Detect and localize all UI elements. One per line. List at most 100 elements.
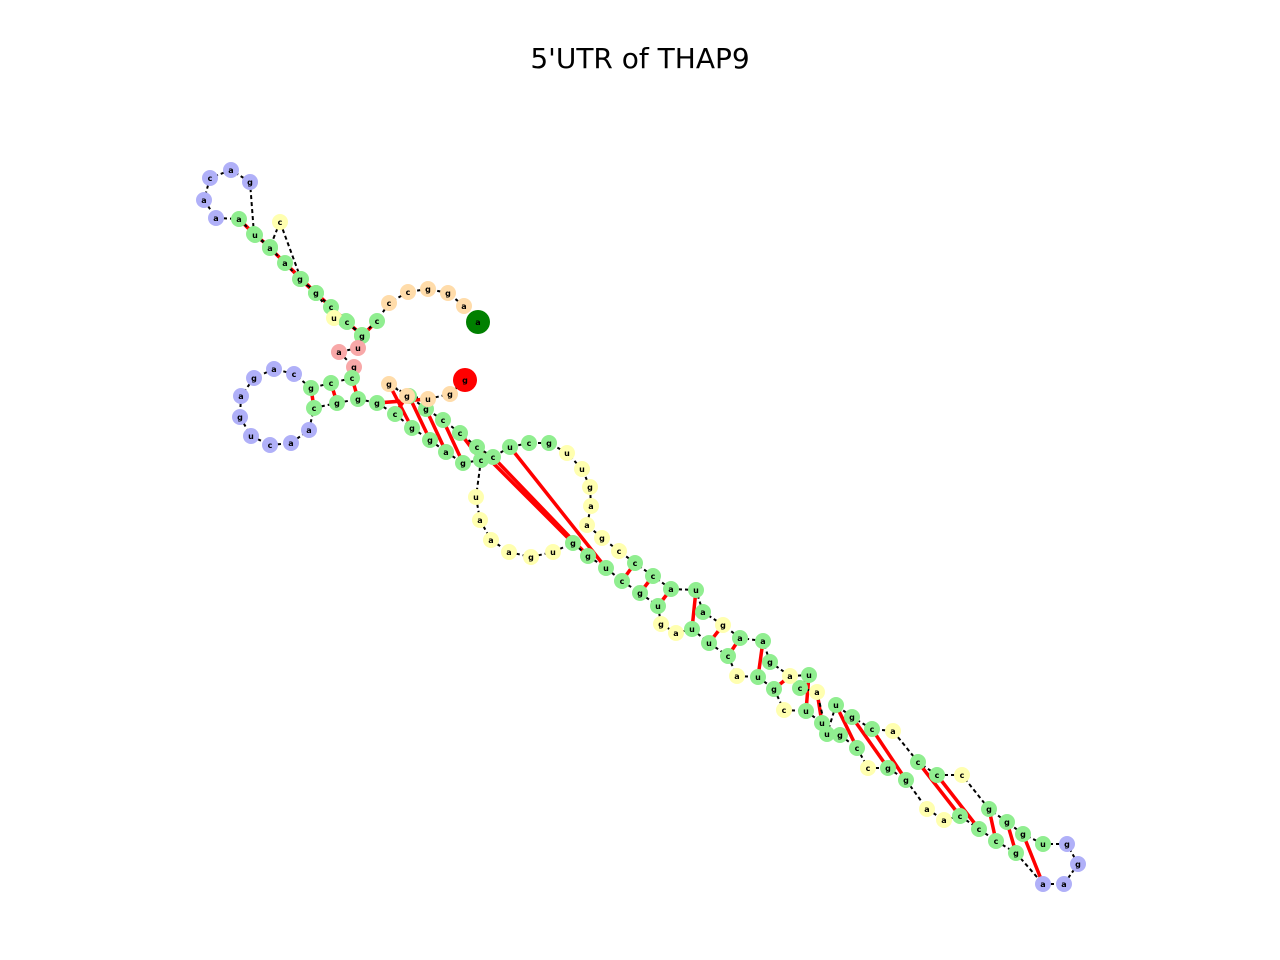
nucleotide-label: a [477,516,482,525]
nucleotide-circle [832,727,848,743]
nucleotide-label: u [833,701,839,710]
nucleotide-circle [452,425,468,441]
nucleotide-hairpin-loop: c [262,437,278,453]
nucleotide-label: c [726,652,731,661]
nucleotide-circle [435,412,451,428]
nucleotide-circle [266,361,282,377]
nucleotide-label: a [201,196,206,205]
nucleotide-label: u [706,639,712,648]
nucleotide-stem: c [473,452,489,468]
nucleotide-label: c [491,453,496,462]
nucleotide-circle [653,616,669,632]
nucleotide-unpaired: g [442,386,458,402]
nucleotide-label: a [941,816,946,825]
nucleotide-circle [729,668,745,684]
nucleotide-stem: u [819,726,835,742]
nucleotide-hairpin-loop: g [246,370,262,386]
nucleotide-circle [614,573,630,589]
nucleotide-circle [286,366,302,382]
base-pair-link [387,383,414,429]
nucleotide-label: g [1075,860,1081,869]
nucleotide-circle [523,549,539,565]
nucleotide-stem: u [688,582,704,598]
nucleotide-stem: g [898,772,914,788]
nucleotide-label: c [866,764,871,773]
base-pair-link [916,760,962,818]
nucleotide-interior-loop: g [523,549,539,565]
nucleotide-interior-loop: c [776,702,792,718]
nucleotide-circle [632,585,648,601]
nucleotide-label: g [637,589,643,598]
nucleotide-label: g [720,621,726,630]
nucleotide-stem: c [485,449,501,465]
nucleotide-hairpin-loop: c [202,170,218,186]
nucleotide-label: u [473,493,479,502]
nucleotide-label: g [355,395,361,404]
nucleotide-circle [1035,836,1051,852]
base-pair-link [1021,833,1045,885]
nucleotide-label: u [579,465,585,474]
nucleotide-interior-loop: c [611,543,627,559]
nucleotide-circle [262,437,278,453]
nucleotide-circle [688,582,704,598]
nucleotide-label: c [292,370,297,379]
nucleotide-circle [598,560,614,576]
nucleotide-label: c [960,771,965,780]
nucleotide-stem: c [929,767,945,783]
nucleotide-label: u [655,602,661,611]
nucleotide-stem: c [952,808,968,824]
nucleotide-circle [501,544,517,560]
nucleotide-label: c [350,374,355,383]
nucleotide-label: g [409,424,415,433]
nucleotide-hairpin-loop: g [1070,856,1086,872]
nucleotide-circle [898,772,914,788]
nucleotide-stem: c [306,400,322,416]
nucleotide-circle [645,568,661,584]
nucleotide-circle [565,535,581,551]
nucleotide-circle [381,295,397,311]
nucleotide-circle [936,812,952,828]
nucleotide-stem: c [645,568,661,584]
nucleotide-label: u [507,443,513,452]
nucleotide-circle [971,821,987,837]
nucleotide-stem: g [762,654,778,670]
nucleotide-label: c [268,441,273,450]
nucleotide-label: u [1040,840,1046,849]
nucleotide-circle [755,633,771,649]
nucleotide-label: a [288,439,293,448]
nucleotide-label: c [935,771,940,780]
nucleotide-label: c [393,410,398,419]
nucleotide-unpaired: u [420,391,436,407]
nucleotide-stem: a [438,444,454,460]
nucleotide-circle [442,386,458,402]
nucleotide-circle [440,285,456,301]
nucleotide-label: g [334,399,340,408]
nucleotide-label: g [1020,830,1026,839]
nucleotide-circle [303,380,319,396]
nucleotide-label: g [767,658,773,667]
nucleotide-multiloop: u [350,340,366,356]
nucleotide-label: g [903,776,909,785]
nucleotide-hairpin-loop: a [208,210,224,226]
nucleotide-circle [762,654,778,670]
nucleotide-label: c [958,812,963,821]
nucleotide-circle [466,310,490,334]
nucleotide-circle [720,648,736,664]
nucleotide-circle [766,681,782,697]
nucleotide-label: a [238,392,243,401]
nucleotide-stem: u [701,635,717,651]
nucleotide-label: g [308,384,314,393]
nucleotide-stem: c [988,833,1004,849]
nucleotide-stem: u [828,697,844,713]
nucleotide-circle [283,435,299,451]
nucleotide-circle [650,598,666,614]
nucleotide-circle [231,211,247,227]
nucleotide-hairpin-loop: a [283,435,299,451]
nucleotide-label: a [673,629,678,638]
nucleotide-label: u [425,395,431,404]
nucleotide-hairpin-loop: a [223,162,239,178]
nucleotide-label: g [359,332,365,341]
nucleotide-label: c [329,303,334,312]
nucleotide-stem: g [766,681,782,697]
nucleotide-circle [456,298,472,314]
